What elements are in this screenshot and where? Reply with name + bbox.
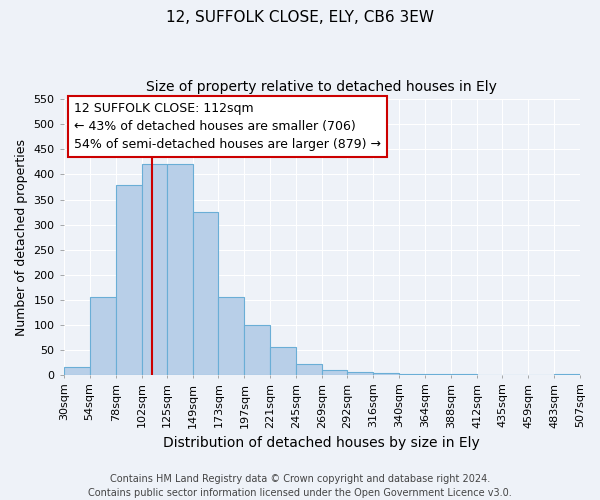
Bar: [399, 374, 425, 375]
Bar: [451, 374, 477, 375]
Bar: [347, 372, 373, 375]
Y-axis label: Number of detached properties: Number of detached properties: [15, 138, 28, 336]
Text: 12 SUFFOLK CLOSE: 112sqm
← 43% of detached houses are smaller (706)
54% of semi-: 12 SUFFOLK CLOSE: 112sqm ← 43% of detach…: [74, 102, 381, 151]
Bar: [167, 164, 193, 375]
Bar: [142, 164, 167, 375]
Title: Size of property relative to detached houses in Ely: Size of property relative to detached ho…: [146, 80, 497, 94]
Bar: [89, 297, 116, 375]
Text: Contains HM Land Registry data © Crown copyright and database right 2024.
Contai: Contains HM Land Registry data © Crown c…: [88, 474, 512, 498]
Bar: [322, 370, 347, 375]
Bar: [218, 297, 244, 375]
Bar: [64, 368, 89, 375]
Bar: [296, 364, 322, 375]
Bar: [271, 348, 296, 375]
Bar: [116, 184, 142, 375]
Bar: [244, 325, 271, 375]
Bar: [373, 374, 399, 375]
Bar: [425, 374, 451, 375]
Bar: [554, 374, 580, 375]
X-axis label: Distribution of detached houses by size in Ely: Distribution of detached houses by size …: [163, 436, 480, 450]
Bar: [193, 212, 218, 375]
Text: 12, SUFFOLK CLOSE, ELY, CB6 3EW: 12, SUFFOLK CLOSE, ELY, CB6 3EW: [166, 10, 434, 25]
